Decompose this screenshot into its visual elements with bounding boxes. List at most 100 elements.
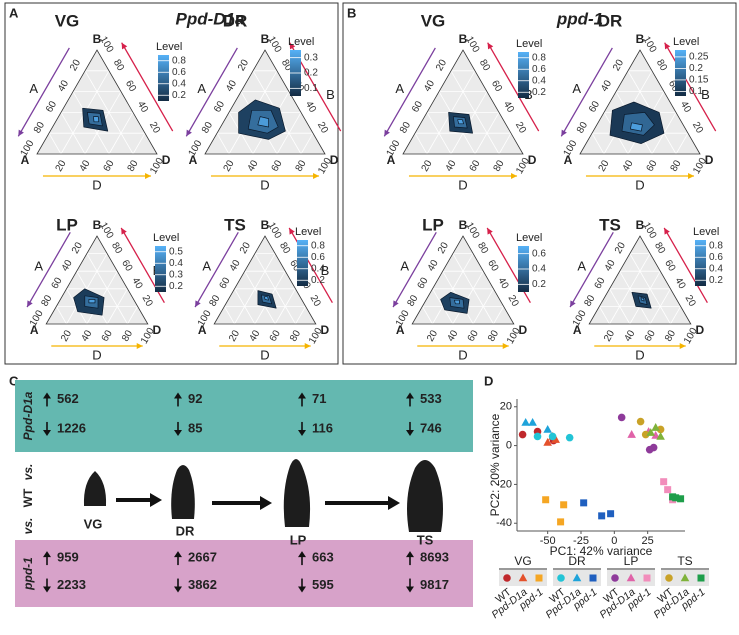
arrow-head <box>406 586 414 593</box>
row-label: Ppd-D1a <box>21 391 35 440</box>
stage-label: TS <box>417 532 434 547</box>
vertex-label: A <box>21 153 30 167</box>
grid-line <box>300 132 314 155</box>
a-tick-label: 20 <box>238 240 253 256</box>
a-tick-label: 60 <box>50 275 65 291</box>
axis-letter-d: D <box>458 177 467 192</box>
legend-tick-label: 0.8 <box>709 240 723 251</box>
axis-letter-d: D <box>635 177 644 192</box>
legend-tick-label: 0.6 <box>311 252 325 263</box>
grid-line <box>649 288 671 325</box>
panel-label: A <box>9 5 19 20</box>
b-tick-label: 20 <box>140 293 155 309</box>
point <box>565 433 574 442</box>
legend-tick-label: 0.2 <box>311 275 325 286</box>
point <box>598 512 606 520</box>
legend-group-title: DR <box>568 554 586 568</box>
axis-arrow-b <box>664 42 717 132</box>
legend-tick-label: 0.4 <box>172 78 186 89</box>
vertex-label: D <box>330 153 339 167</box>
grid-line <box>432 288 454 325</box>
stage-arrows <box>116 493 400 510</box>
d-tick-label: 20 <box>597 158 612 174</box>
b-tick-label: 20 <box>690 120 705 136</box>
arrow-head <box>298 392 306 399</box>
stage-label: DR <box>176 523 195 538</box>
a-tick-label: 60 <box>212 99 227 115</box>
point <box>543 437 552 446</box>
legend-tick-label: 0.4 <box>532 264 546 275</box>
legend-key <box>518 573 528 582</box>
d-tick-label: 60 <box>100 328 115 344</box>
down-count: 595 <box>312 577 334 592</box>
b-tick-label: 60 <box>489 79 504 95</box>
a-tick-label: 40 <box>60 258 75 274</box>
arrow-head <box>43 586 51 593</box>
vertex-label: D <box>528 153 537 167</box>
b-tick-label: 60 <box>662 258 677 274</box>
grid-line <box>108 112 134 155</box>
d-tick-label: 40 <box>621 158 636 174</box>
arrow-head <box>487 227 493 235</box>
a-tick-label: 80 <box>39 293 54 309</box>
b-tick-label: 60 <box>485 258 500 274</box>
grid-line <box>60 112 86 155</box>
vertex-label: B <box>459 32 468 46</box>
arrow-head <box>195 300 201 308</box>
a-tick-label: 20 <box>434 57 449 73</box>
arrow-head <box>174 429 182 436</box>
legend-colorbar <box>695 240 706 286</box>
arrow-head <box>406 551 414 558</box>
legend-tick-label: 0.4 <box>532 75 546 86</box>
ternary-border <box>204 49 326 155</box>
legend-title: Level <box>693 226 719 238</box>
up-count: 562 <box>57 391 79 406</box>
legend-title: Level <box>295 226 321 238</box>
ternary-background <box>580 50 700 154</box>
a-tick-label: 80 <box>582 293 597 309</box>
legend-title: Level <box>516 38 542 50</box>
chart-title: TS <box>224 215 246 234</box>
legend-tick-label: 0.2 <box>532 87 546 98</box>
arrow-head <box>121 227 127 235</box>
b-tick-label: 20 <box>513 120 528 136</box>
point <box>677 495 685 503</box>
a-tick-label: 20 <box>613 240 628 256</box>
a-tick-label: 80 <box>200 120 215 136</box>
grid-line <box>56 306 67 325</box>
arrow-head <box>561 129 567 137</box>
vertex-label: B <box>636 32 645 46</box>
b-tick-label: 60 <box>119 258 134 274</box>
legend-key <box>535 574 543 582</box>
spike-lp <box>283 459 311 527</box>
point <box>542 496 550 504</box>
legend-colorbar <box>155 246 166 292</box>
legend-colorbar <box>158 55 169 101</box>
ternary-background <box>589 236 691 324</box>
legend-key <box>589 574 597 582</box>
y-tick-label: 20 <box>500 401 512 413</box>
a-tick-label: 20 <box>236 57 251 73</box>
point <box>641 430 650 439</box>
grid-line <box>452 271 484 325</box>
legend-tick-label: 0.15 <box>689 75 709 86</box>
legend-tick-label: 0.6 <box>709 252 723 263</box>
vertex-label: A <box>396 323 405 337</box>
x-axis-title: PC1: 42% variance <box>550 544 653 558</box>
grid-line <box>234 288 256 325</box>
up-count: 959 <box>57 550 79 565</box>
spikes <box>83 459 443 532</box>
a-tick-label: 60 <box>218 275 233 291</box>
axis-letter-a: A <box>395 81 404 96</box>
d-tick-label: 60 <box>102 158 117 174</box>
point <box>660 478 668 486</box>
legend-title: Level <box>516 232 542 244</box>
d-tick-label: 80 <box>120 328 135 344</box>
up-count: 71 <box>312 391 326 406</box>
axis-letter-a: A <box>577 258 586 273</box>
b-tick-label: 40 <box>495 276 510 292</box>
d-tick-label: 60 <box>645 158 660 174</box>
stage-label: VG <box>84 516 103 531</box>
legend-group-title: VG <box>514 554 531 568</box>
